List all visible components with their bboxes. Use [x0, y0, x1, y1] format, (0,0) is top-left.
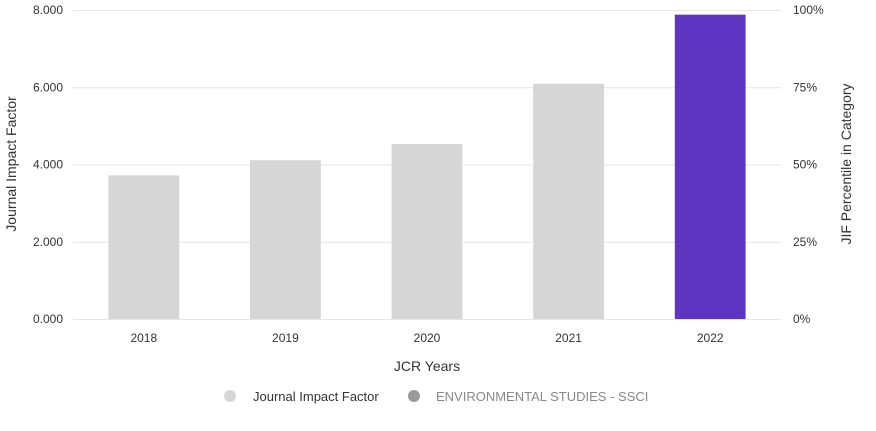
y-tick-label: 8.000	[33, 3, 63, 17]
y2-tick-label: 50%	[793, 158, 817, 172]
y2-axis-title: JIF Percentile in Category	[838, 83, 854, 244]
legend: Journal Impact Factor ENVIRONMENTAL STUD…	[224, 389, 648, 404]
y-tick-label: 2.000	[33, 235, 63, 249]
x-tick-label: 2019	[272, 331, 299, 345]
x-axis-title: JCR Years	[394, 358, 460, 374]
legend-item-journal-impact-factor[interactable]: Journal Impact Factor	[224, 389, 379, 404]
y2-tick-label: 75%	[793, 80, 817, 94]
y-tick-label: 6.000	[33, 80, 63, 94]
bar-2021[interactable]	[533, 83, 604, 320]
bar-2018[interactable]	[108, 175, 180, 319]
y-axis-ticks: 0.000 2.000 4.000 6.000 8.000	[33, 3, 63, 326]
y2-tick-label: 25%	[793, 235, 817, 249]
y2-axis-ticks: 0% 25% 50% 75% 100%	[793, 3, 824, 326]
y-tick-label: 4.000	[33, 158, 63, 172]
x-tick-label: 2020	[414, 331, 441, 345]
legend-item-environmental-studies[interactable]: ENVIRONMENTAL STUDIES - SSCI	[408, 389, 648, 404]
legend-marker-journal-impact-factor	[224, 390, 236, 402]
bar-2019[interactable]	[250, 160, 321, 319]
bar-2020[interactable]	[391, 144, 463, 319]
y2-tick-label: 100%	[793, 3, 824, 17]
bar-2022[interactable]	[674, 14, 746, 319]
y-axis-title: Journal Impact Factor	[3, 96, 19, 232]
y2-tick-label: 0%	[793, 312, 811, 326]
x-axis-ticks: 2018 2019 2020 2021 2022	[130, 331, 723, 345]
legend-marker-environmental-studies	[408, 390, 420, 402]
x-tick-label: 2021	[555, 331, 582, 345]
x-tick-label: 2018	[130, 331, 157, 345]
y-tick-label: 0.000	[33, 312, 63, 326]
legend-label-environmental-studies: ENVIRONMENTAL STUDIES - SSCI	[436, 389, 648, 404]
x-tick-label: 2022	[697, 331, 724, 345]
bars	[108, 14, 746, 320]
legend-label-journal-impact-factor: Journal Impact Factor	[253, 389, 379, 404]
